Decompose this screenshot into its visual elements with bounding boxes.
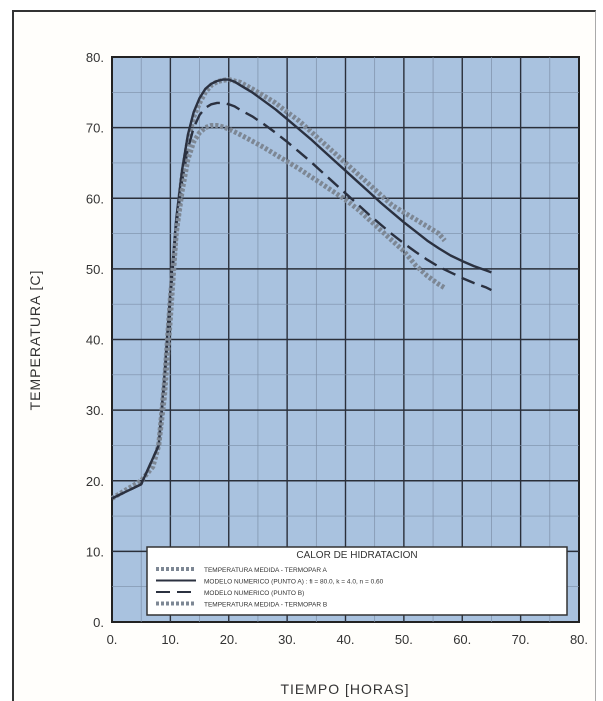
axis-ticks: 0. 10. 20. 30. 40. 50. 60. 70. 80. 0. 10. 20. 30. 40.… <box>86 50 588 647</box>
y-tick-label: 50. <box>86 262 104 277</box>
legend-label-1: TEMPERATURA MEDIDA - TERMOPAR A <box>204 567 327 574</box>
y-axis-title: TEMPERATURA [C] <box>27 270 43 411</box>
x-tick-label: 30. <box>278 632 296 647</box>
legend: CALOR DE HIDRATACION TEMPERATURA MEDIDA … <box>146 546 568 616</box>
x-tick-label: 80. <box>570 632 588 647</box>
legend-label-4: TEMPERATURA MEDIDA - TERMOPAR B <box>204 602 327 609</box>
y-tick-label: 10. <box>86 544 104 559</box>
series-line-2 <box>111 78 492 500</box>
x-tick-label: 60. <box>453 632 471 647</box>
legend-box <box>146 546 568 616</box>
x-tick-label: 50. <box>395 632 413 647</box>
series-layer <box>110 77 492 501</box>
y-tick-label: 30. <box>86 403 104 418</box>
y-tick-label: 80. <box>86 50 104 65</box>
x-tick-label: 10. <box>161 632 179 647</box>
y-tick-label: 70. <box>86 121 104 136</box>
x-tick-label: 20. <box>220 632 238 647</box>
x-tick-label: 70. <box>512 632 530 647</box>
x-tick-label: 0. <box>107 632 118 647</box>
x-tick-label: 40. <box>336 632 354 647</box>
y-tick-label: 0. <box>93 615 104 630</box>
series-line-4 <box>156 123 446 446</box>
y-tick-label: 20. <box>86 474 104 489</box>
y-tick-label: 60. <box>86 191 104 206</box>
x-axis-title: TIEMPO [HORAS] <box>280 681 409 697</box>
legend-label-2: MODELO NUMERICO (PUNTO A) : fi = 80.0, k… <box>204 579 384 586</box>
legend-title: CALOR DE HIDRATACION <box>296 550 417 561</box>
legend-label-3: MODELO NUMERICO (PUNTO B) <box>204 590 304 597</box>
y-tick-label: 40. <box>86 333 104 348</box>
